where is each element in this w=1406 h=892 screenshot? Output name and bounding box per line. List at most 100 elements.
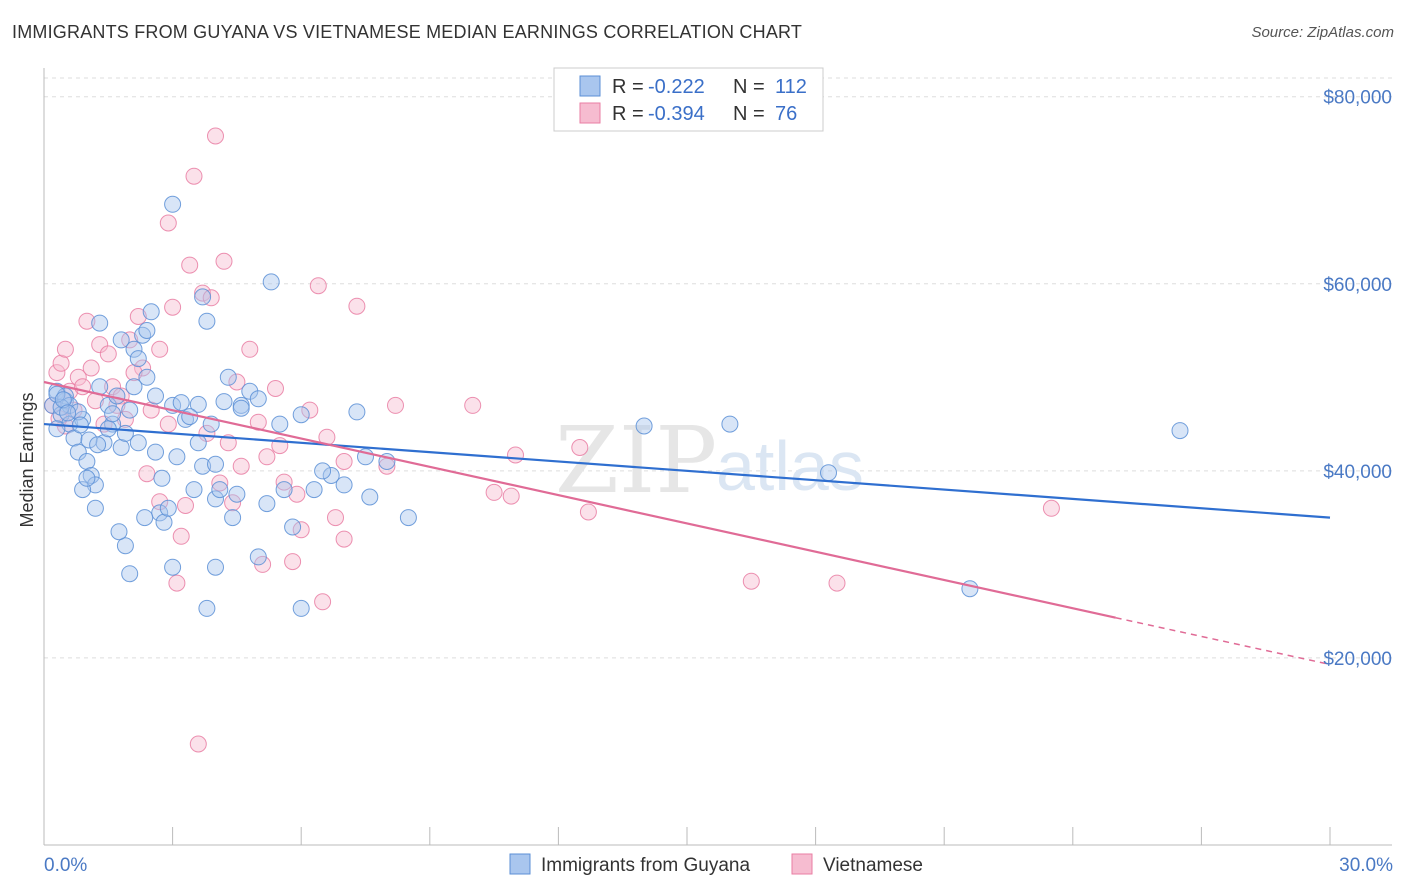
data-point-vietnamese [314, 593, 332, 611]
data-point-guyana [125, 340, 143, 358]
data-point-guyana [635, 417, 653, 435]
data-point-guyana [59, 404, 77, 422]
data-point-vietnamese [82, 359, 100, 377]
data-point-guyana [164, 558, 182, 576]
data-point-vietnamese [48, 364, 66, 382]
data-point-vietnamese [104, 378, 122, 396]
data-point-guyana [125, 378, 143, 396]
data-point-vietnamese [189, 735, 207, 753]
data-point-vietnamese [211, 474, 229, 492]
data-point-guyana [168, 448, 186, 466]
trend-line-vietnamese-extension [1115, 616, 1331, 666]
data-point-vietnamese [228, 373, 246, 391]
data-point-vietnamese [159, 214, 177, 232]
data-point-guyana [721, 415, 739, 433]
data-point-guyana [104, 405, 122, 423]
data-point-vietnamese [309, 277, 327, 295]
x-tick-label-start: 0.0% [44, 855, 87, 876]
data-point-vietnamese [151, 340, 169, 358]
data-point-guyana [172, 394, 190, 412]
data-point-vietnamese [52, 354, 70, 372]
chart-title: IMMIGRANTS FROM GUYANA VS VIETNAMESE MED… [12, 22, 803, 42]
data-point-guyana [112, 331, 130, 349]
chart-source: Source: ZipAtlas.com [1251, 24, 1394, 41]
data-point-vietnamese [159, 415, 177, 433]
data-point-guyana [258, 495, 276, 513]
data-point-vietnamese [185, 167, 203, 185]
data-point-guyana [138, 368, 156, 386]
bottom-legend-label-guyana: Immigrants from Guyana [541, 855, 750, 876]
data-point-vietnamese [335, 453, 353, 470]
data-point-vietnamese [69, 368, 87, 386]
data-point-guyana [207, 455, 224, 473]
data-point-guyana [89, 436, 107, 454]
data-point-vietnamese [267, 380, 284, 397]
data-point-guyana [262, 273, 280, 291]
data-point-guyana [71, 416, 89, 434]
data-point-guyana [147, 443, 164, 461]
data-point-vietnamese [116, 410, 134, 428]
y-tick-label: $80,000 [1323, 88, 1392, 109]
data-point-guyana [232, 399, 250, 417]
data-point-guyana [69, 443, 87, 461]
data-point-guyana [129, 350, 147, 368]
data-point-vietnamese [258, 448, 276, 466]
data-point-guyana [147, 387, 164, 405]
data-point-vietnamese [828, 574, 846, 592]
data-point-guyana [44, 396, 62, 414]
data-point-guyana [129, 434, 147, 452]
data-point-vietnamese [194, 284, 212, 302]
x-tick-labels: 0.0% 30.0% [44, 855, 1393, 876]
data-point-guyana [820, 464, 837, 482]
data-point-vietnamese [91, 336, 109, 354]
data-point-guyana [189, 434, 207, 452]
data-point-guyana [136, 509, 154, 527]
y-tick-label: $20,000 [1323, 649, 1392, 670]
data-point-vietnamese [172, 527, 190, 545]
data-point-guyana [121, 565, 139, 583]
correlation-legend: R = -0.222 N = 112 R = -0.394 N = 76 [553, 67, 824, 132]
data-point-guyana [1171, 422, 1189, 440]
bottom-legend-swatch-vietnamese [791, 853, 813, 875]
legend-r-value-vietnamese: -0.394 [648, 103, 705, 125]
data-point-guyana [211, 481, 229, 499]
data-point-guyana [271, 415, 289, 433]
legend-swatch-vietnamese [579, 102, 601, 124]
data-point-vietnamese [138, 465, 156, 483]
data-point-guyana [54, 391, 72, 409]
data-point-vietnamese [198, 424, 216, 442]
data-point-vietnamese [288, 485, 306, 503]
trend-line-guyana [43, 422, 1331, 519]
data-point-guyana [86, 499, 104, 517]
data-point-guyana [361, 488, 379, 506]
y-tick-labels: $20,000 $40,000 $60,000 $80,000 [1323, 88, 1392, 670]
bottom-legend-swatch-guyana [509, 853, 531, 875]
data-point-guyana [961, 580, 979, 598]
data-point-vietnamese [181, 256, 199, 274]
data-point-guyana [189, 395, 207, 413]
data-point-vietnamese [1042, 499, 1060, 517]
data-point-vietnamese [224, 494, 242, 512]
series-legend: Immigrants from Guyana Vietnamese [509, 853, 923, 876]
data-point-guyana [194, 288, 212, 306]
data-point-guyana [91, 314, 109, 332]
data-point-vietnamese [485, 483, 503, 501]
data-point-vietnamese [327, 509, 344, 527]
data-point-guyana [110, 523, 128, 541]
data-point-vietnamese [348, 297, 366, 315]
data-point-vietnamese [129, 308, 147, 325]
legend-r-value-guyana: -0.222 [648, 76, 705, 98]
data-point-guyana [224, 509, 242, 527]
data-point-guyana [305, 481, 323, 499]
data-point-guyana [159, 499, 177, 517]
legend-n-value-guyana: 112 [775, 76, 807, 98]
trend-line-vietnamese [43, 380, 1116, 619]
data-point-guyana [399, 509, 417, 527]
data-point-guyana [207, 490, 224, 508]
y-axis-label: Median Earnings [17, 392, 37, 527]
data-point-guyana [86, 476, 104, 494]
axes [43, 68, 1392, 846]
data-point-vietnamese [168, 574, 186, 592]
watermark-zip: ZIP [555, 407, 717, 514]
data-point-guyana [99, 396, 117, 414]
